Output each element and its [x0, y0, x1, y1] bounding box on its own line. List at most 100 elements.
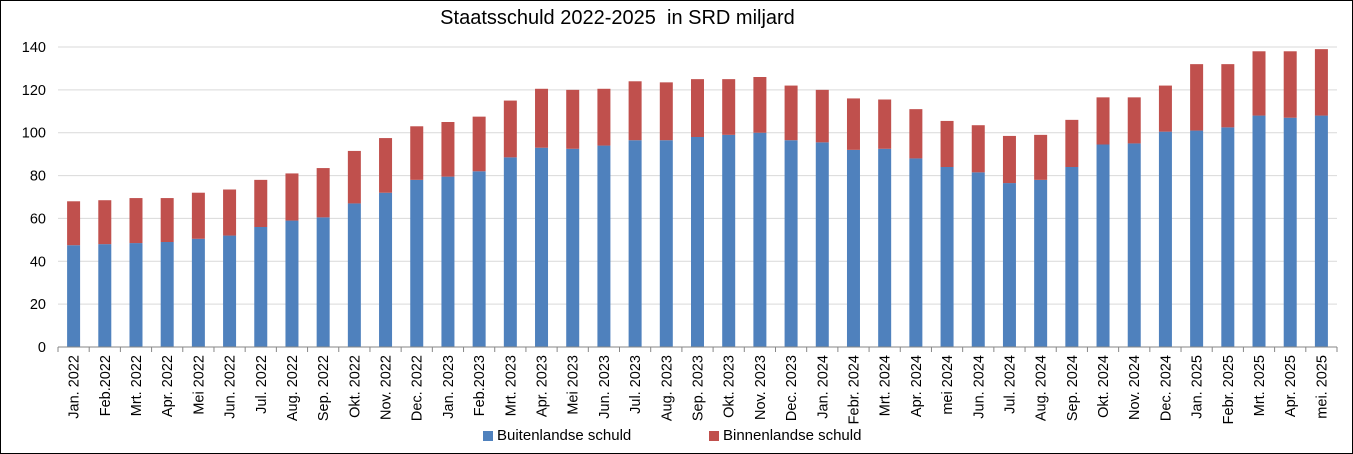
- bar-series-1-9: [347, 150, 361, 204]
- bar-series-1-11: [410, 126, 424, 180]
- x-tick-label: Mrt. 2023: [503, 355, 519, 416]
- bar-series-1-33: [1096, 97, 1110, 145]
- bar-series-1-37: [1221, 64, 1235, 128]
- legend-label-series-0: Buitenlandse schuld: [497, 427, 632, 444]
- bar-series-0-14: [503, 157, 517, 347]
- bar-series-0-24: [815, 142, 829, 347]
- bar-series-1-6: [254, 179, 268, 227]
- x-tick-label: Aug. 2024: [1034, 355, 1050, 421]
- bar-series-1-18: [628, 81, 642, 141]
- bar-series-0-31: [1034, 179, 1048, 347]
- x-tick-label: Dec. 2024: [1158, 355, 1174, 421]
- x-tick-label: Jun. 2022: [223, 355, 239, 419]
- bar-series-1-35: [1158, 85, 1172, 132]
- bar-series-1-32: [1065, 119, 1079, 167]
- x-tick-label: Mei 2022: [191, 355, 207, 415]
- bar-series-0-1: [98, 244, 112, 347]
- bar-series-0-37: [1221, 127, 1235, 347]
- x-tick-label: Mrt. 2025: [1252, 355, 1268, 416]
- bar-series-1-7: [285, 173, 299, 221]
- legend-label-series-1: Binnenlandse schuld: [723, 427, 862, 444]
- bar-series-0-27: [909, 158, 923, 347]
- bar-series-0-32: [1065, 167, 1079, 347]
- x-tick-label: Jan. 2023: [441, 355, 457, 419]
- legend-item-series-1: Binnenlandse schuld: [709, 427, 861, 444]
- x-tick-label: Nov. 2024: [1127, 355, 1143, 420]
- bar-series-0-11: [410, 179, 424, 347]
- bar-series-1-1: [98, 200, 112, 245]
- bar-series-0-26: [878, 148, 892, 347]
- x-tick-label: Nov. 2022: [379, 355, 395, 420]
- bar-series-0-28: [940, 167, 954, 347]
- bar-series-0-4: [191, 238, 205, 347]
- bar-series-1-27: [909, 109, 923, 159]
- bar-series-1-17: [597, 88, 611, 146]
- y-tick-label: 0: [38, 340, 46, 356]
- bar-series-1-20: [691, 79, 704, 137]
- x-tick-label: mei 2024: [940, 355, 956, 415]
- bar-series-0-22: [753, 132, 767, 347]
- bar-series-1-2: [129, 198, 143, 244]
- y-tick-label: 100: [22, 126, 46, 142]
- x-tick-label: Jul. 2022: [254, 355, 270, 414]
- bar-series-0-13: [472, 171, 486, 347]
- bar-series-1-25: [846, 98, 860, 150]
- x-tick-label: Aug. 2023: [659, 355, 675, 421]
- x-tick-label: Sep. 2023: [691, 355, 707, 421]
- x-tick-label: Apr. 2025: [1283, 355, 1299, 417]
- y-tick-label: 140: [22, 40, 46, 56]
- bar-series-1-30: [1002, 135, 1016, 184]
- bar-series-0-8: [316, 217, 330, 347]
- y-tick-label: 40: [30, 254, 46, 270]
- bar-series-1-38: [1252, 51, 1266, 116]
- x-tick-label: Febr. 2024: [846, 355, 862, 424]
- bar-series-1-14: [503, 100, 517, 158]
- x-tick-label: Dec. 2022: [410, 355, 426, 421]
- y-tick-label: 80: [30, 169, 46, 185]
- x-tick-label: Dec. 2023: [784, 355, 800, 421]
- bar-series-0-17: [597, 145, 611, 347]
- bar-series-1-3: [160, 198, 174, 242]
- x-tick-label: Mrt. 2022: [129, 355, 145, 416]
- bar-series-1-4: [191, 192, 205, 239]
- bar-series-0-12: [441, 176, 455, 347]
- x-tick-label: Jan. 2025: [1190, 355, 1206, 419]
- bar-series-0-5: [223, 235, 237, 347]
- x-tick-label: Feb.2022: [98, 355, 114, 416]
- bar-series-0-19: [659, 140, 673, 347]
- bar-series-0-3: [160, 242, 174, 347]
- x-tick-label: Jun. 2023: [597, 355, 613, 419]
- bar-series-1-8: [316, 168, 330, 218]
- bar-series-1-39: [1283, 51, 1297, 118]
- x-tick-label: Mei 2023: [566, 355, 582, 415]
- bar-series-1-13: [472, 116, 486, 172]
- bar-series-1-24: [815, 89, 829, 143]
- x-tick-label: Jun. 2024: [971, 355, 987, 419]
- x-tick-label: Okt. 2023: [722, 355, 738, 418]
- y-tick-label: 20: [30, 297, 46, 313]
- bar-series-1-15: [535, 88, 549, 148]
- bar-series-0-6: [254, 227, 268, 347]
- bar-series-0-40: [1314, 115, 1328, 347]
- x-tick-label: Jan. 2022: [67, 355, 83, 419]
- bar-series-0-36: [1190, 130, 1204, 347]
- x-tick-label: Feb.2023: [472, 355, 488, 416]
- bar-series-0-33: [1096, 144, 1110, 347]
- bar-series-1-19: [659, 82, 673, 141]
- bar-series-1-29: [971, 125, 985, 173]
- x-tick-label: Aug. 2022: [285, 355, 301, 421]
- bar-series-0-39: [1283, 117, 1297, 347]
- y-tick-label: 120: [22, 83, 46, 99]
- x-tick-label: Sep. 2024: [1065, 355, 1081, 421]
- bar-series-0-23: [784, 140, 798, 347]
- x-tick-label: Sep. 2022: [316, 355, 332, 421]
- chart-title: Staatsschuld 2022-2025 in SRD miljard: [440, 7, 795, 29]
- x-tick-label: Nov. 2023: [753, 355, 769, 420]
- bar-series-0-21: [722, 134, 736, 347]
- bar-series-1-21: [722, 79, 736, 135]
- bar-series-0-7: [285, 220, 299, 347]
- bar-series-1-22: [753, 77, 767, 133]
- bar-series-1-12: [441, 122, 455, 177]
